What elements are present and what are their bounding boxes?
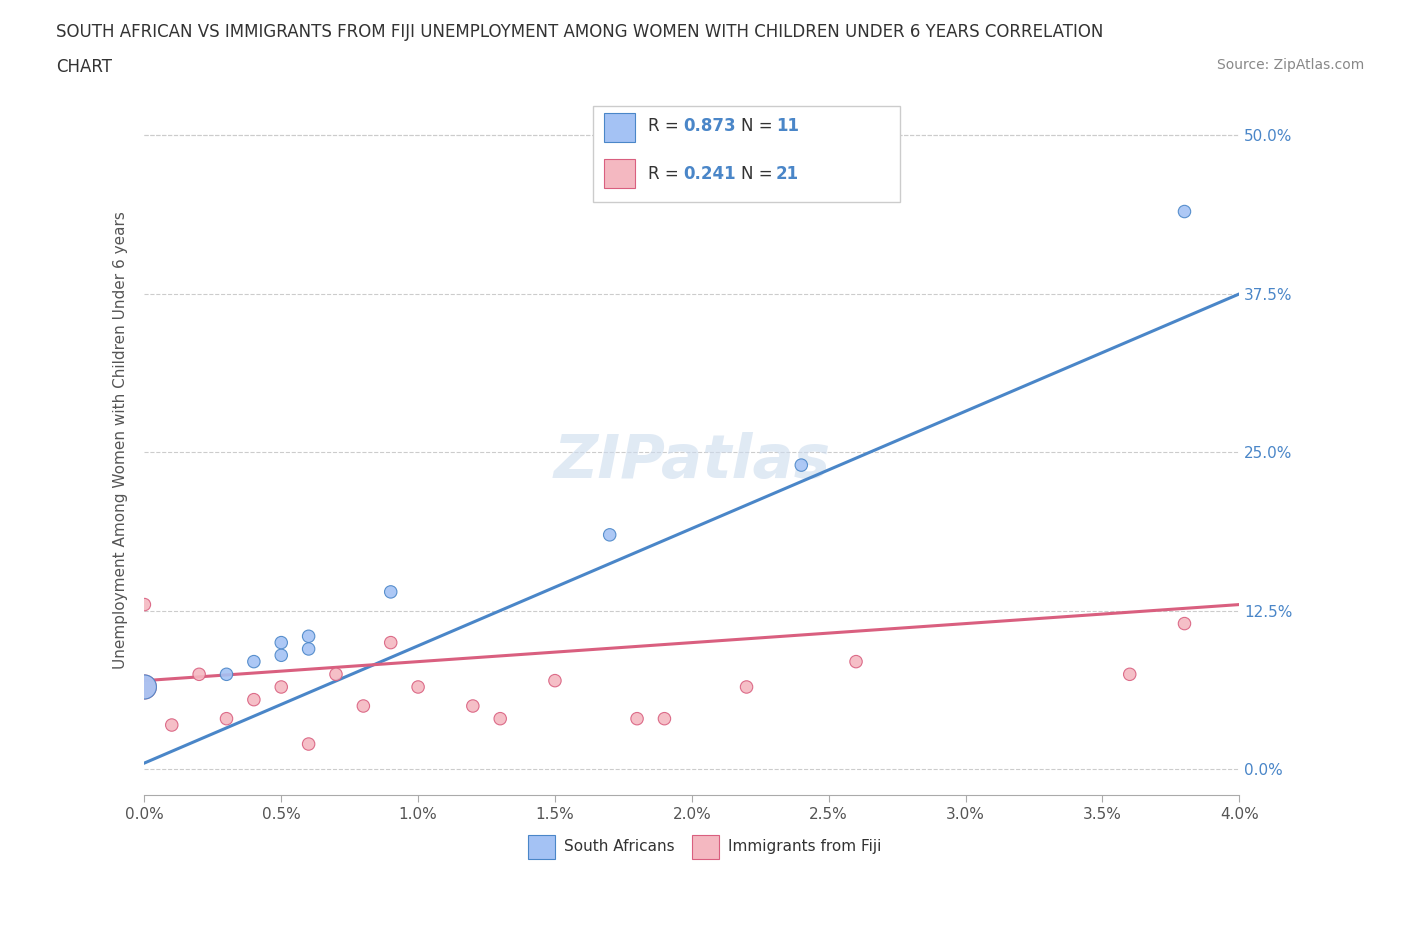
Point (406, 680, 429, 695)
Point (1173, 617, 1195, 631)
Point (160, 718, 183, 733)
Text: N =: N = (741, 117, 778, 135)
FancyBboxPatch shape (605, 159, 636, 188)
Text: 21: 21 (776, 165, 799, 182)
Text: SOUTH AFRICAN VS IMMIGRANTS FROM FIJI UNEMPLOYMENT AMONG WOMEN WITH CHILDREN UND: SOUTH AFRICAN VS IMMIGRANTS FROM FIJI UN… (56, 23, 1104, 41)
Point (243, 692, 266, 707)
Point (134, 597, 156, 612)
Point (134, 680, 156, 695)
Point (380, 635, 402, 650)
FancyBboxPatch shape (605, 113, 636, 141)
Point (654, 711, 676, 726)
Text: CHART: CHART (56, 58, 112, 75)
Point (270, 648, 292, 663)
Text: 0.873: 0.873 (683, 117, 735, 135)
Point (845, 654, 868, 669)
Point (461, 698, 484, 713)
Point (243, 654, 266, 669)
Point (270, 635, 292, 650)
Text: ZIPatlas: ZIPatlas (553, 432, 831, 490)
Point (1173, 204, 1195, 219)
Point (626, 711, 648, 726)
Text: Source: ZipAtlas.com: Source: ZipAtlas.com (1216, 58, 1364, 72)
Point (297, 737, 319, 751)
Point (599, 527, 621, 542)
FancyBboxPatch shape (692, 835, 720, 858)
Point (790, 458, 813, 472)
Point (380, 584, 402, 599)
Point (325, 667, 347, 682)
Point (270, 680, 292, 695)
Point (215, 711, 238, 726)
Text: R =: R = (648, 117, 683, 135)
Point (215, 667, 238, 682)
Point (544, 673, 567, 688)
Text: 11: 11 (776, 117, 799, 135)
Point (1119, 667, 1142, 682)
Point (134, 680, 156, 695)
Text: 0.241: 0.241 (683, 165, 735, 182)
Text: N =: N = (741, 165, 778, 182)
Point (489, 711, 512, 726)
Point (352, 698, 374, 713)
Point (188, 667, 211, 682)
Point (297, 642, 319, 657)
FancyBboxPatch shape (593, 106, 900, 202)
FancyBboxPatch shape (527, 835, 555, 858)
Text: South Africans: South Africans (564, 839, 675, 854)
Point (735, 680, 758, 695)
Point (297, 629, 319, 644)
Text: R =: R = (648, 165, 683, 182)
Y-axis label: Unemployment Among Women with Children Under 6 years: Unemployment Among Women with Children U… (114, 211, 128, 669)
Text: Immigrants from Fiji: Immigrants from Fiji (728, 839, 882, 854)
